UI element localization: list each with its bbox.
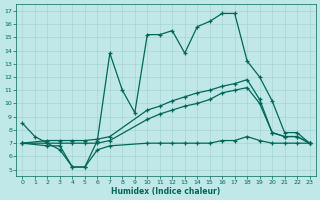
X-axis label: Humidex (Indice chaleur): Humidex (Indice chaleur) [111,187,221,196]
